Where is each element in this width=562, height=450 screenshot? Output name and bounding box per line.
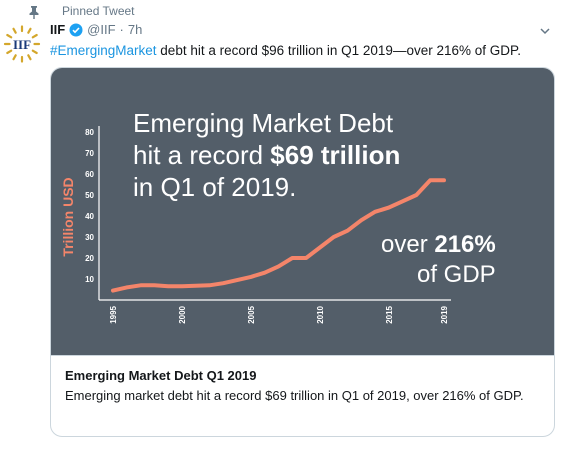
card-title: Emerging Market Debt Q1 2019 <box>65 368 257 383</box>
x-tick-label: 2010 <box>316 305 325 323</box>
link-card[interactable]: Emerging Market Debt hit a record $69 tr… <box>50 67 555 437</box>
chart-title-highlight: $69 trillion <box>270 140 400 170</box>
pin-icon <box>29 6 39 19</box>
author-name[interactable]: IIF <box>50 22 66 37</box>
verified-icon <box>69 23 83 36</box>
y-tick-label: 60 <box>85 170 94 179</box>
pinned-label-row: Pinned Tweet <box>62 4 135 18</box>
card-image[interactable]: Emerging Market Debt hit a record $69 tr… <box>51 68 554 355</box>
chevron-down-icon[interactable] <box>538 24 552 38</box>
chart-title-line-2: hit a record $69 trillion <box>133 140 400 170</box>
chart-title-line-1: Emerging Market Debt <box>133 108 394 138</box>
tweet-body: debt hit a record $96 trillion in Q1 201… <box>156 43 522 58</box>
x-tick-label: 2005 <box>247 305 256 323</box>
annotation-plain: over <box>381 231 434 258</box>
x-tick-label: 2015 <box>385 305 394 323</box>
iif-logo: IIF <box>3 25 41 63</box>
card-description: Emerging market debt hit a record $69 tr… <box>65 388 524 403</box>
y-tick-label: 10 <box>85 275 94 284</box>
separator-dot: · <box>119 22 124 37</box>
chart-annotation-line-1: over 216% <box>381 231 496 258</box>
y-tick-label: 70 <box>85 149 94 158</box>
chart-title-plain: hit a record <box>133 140 270 170</box>
pinned-label: Pinned Tweet <box>62 4 135 18</box>
y-axis-label: Trillion USD <box>60 177 76 256</box>
tweet-timestamp[interactable]: 7h <box>127 22 143 37</box>
y-tick-label: 30 <box>85 233 94 242</box>
tweet-header: IIF @IIF · 7h <box>50 22 142 37</box>
y-tick-label: 80 <box>85 128 94 137</box>
x-tick-label: 2000 <box>178 305 187 323</box>
debt-chart: Emerging Market Debt hit a record $69 tr… <box>60 108 496 324</box>
y-tick-label: 50 <box>85 191 94 200</box>
card-info[interactable]: Emerging Market Debt Q1 2019 Emerging ma… <box>51 355 554 436</box>
chart-annotation-line-2: of GDP <box>417 261 496 288</box>
chart-title-line-3: in Q1 of 2019. <box>133 172 296 202</box>
author-handle[interactable]: @IIF <box>87 22 116 37</box>
x-tick-label: 2019 <box>440 305 449 323</box>
annotation-highlight: 216% <box>434 231 495 258</box>
svg-text:IIF: IIF <box>13 37 31 52</box>
tweet-text: #EmergingMarket debt hit a record $96 tr… <box>50 42 550 60</box>
avatar[interactable]: IIF <box>2 24 42 64</box>
hashtag-link[interactable]: #EmergingMarket <box>50 43 157 58</box>
x-tick-label: 1995 <box>109 305 118 323</box>
y-tick-label: 40 <box>85 212 94 221</box>
series-line <box>111 178 446 293</box>
y-tick-label: 20 <box>85 254 94 263</box>
